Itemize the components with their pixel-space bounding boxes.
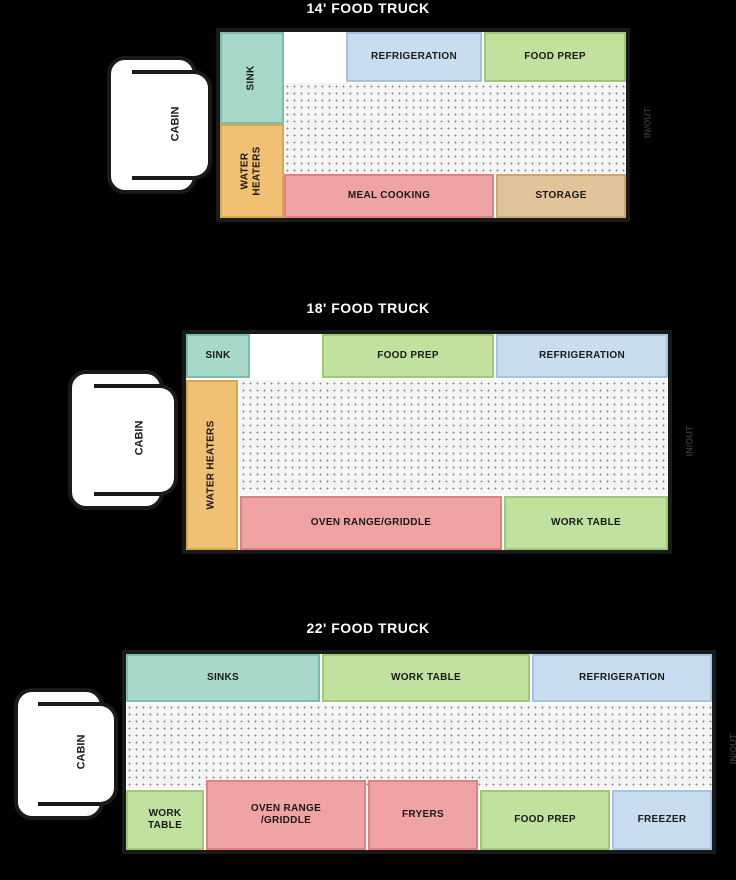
- zone-work-table: WORKTABLE: [126, 790, 204, 850]
- zone-label: REFRIGERATION: [539, 350, 625, 362]
- zone-sink: SINK: [220, 32, 284, 124]
- zone-label: WORK TABLE: [391, 672, 461, 684]
- zone-label: OVEN RANGE/GRIDDLE: [251, 803, 321, 827]
- truck-section-0: 14' FOOD TRUCK CABIN SINK WATERHEATERS REFRI…: [0, 0, 736, 260]
- zone-food-prep: FOOD PREP: [322, 334, 494, 378]
- zone-oven-range-griddle: OVEN RANGE/GRIDDLE: [206, 780, 366, 850]
- zone-water-heaters: WATER HEATERS: [186, 380, 238, 550]
- inout-label: IN/OUT: [642, 108, 652, 139]
- zone-label: SINKS: [207, 672, 239, 684]
- truck-title: 22' FOOD TRUCK: [0, 620, 736, 636]
- truck-section-2: 22' FOOD TRUCK CABIN SINKS WORK TABLE REFRIG…: [0, 620, 736, 880]
- zone-sinks: SINKS: [126, 654, 320, 702]
- inout-label: IN/OUT: [684, 426, 694, 457]
- cabin-label: CABIN: [75, 735, 87, 770]
- zone-label: SINK: [205, 350, 230, 362]
- floor-pattern: [240, 380, 668, 494]
- zone-work-table: WORK TABLE: [322, 654, 530, 702]
- zone-label: REFRIGERATION: [371, 51, 457, 63]
- zone-label: MEAL COOKING: [348, 190, 430, 202]
- zone-refrigeration: REFRIGERATION: [532, 654, 712, 702]
- inout-label: IN/OUT: [728, 734, 736, 765]
- zone-label: FREEZER: [638, 814, 687, 826]
- zone-label: WATER HEATERS: [206, 420, 218, 509]
- zone-label: FRYERS: [402, 809, 444, 821]
- cabin-label: CABIN: [133, 421, 145, 456]
- zone-meal-cooking: MEAL COOKING: [284, 174, 494, 218]
- zone-storage: STORAGE: [496, 174, 626, 218]
- zone-label: WORKTABLE: [148, 808, 182, 832]
- zone-food-prep: FOOD PREP: [484, 32, 626, 82]
- zone-label: STORAGE: [535, 190, 586, 202]
- truck-section-1: 18' FOOD TRUCK CABIN SINK WATER HEATERS FOOD…: [0, 300, 736, 560]
- zone-water-heaters: WATERHEATERS: [220, 124, 284, 218]
- zone-label: FOOD PREP: [377, 350, 439, 362]
- zone-freezer: FREEZER: [612, 790, 712, 850]
- zone-sink: SINK: [186, 334, 250, 378]
- zone-label: OVEN RANGE/GRIDDLE: [311, 517, 431, 529]
- zone-fryers: FRYERS: [368, 780, 478, 850]
- truck-title: 14' FOOD TRUCK: [0, 0, 736, 16]
- zone-food-prep: FOOD PREP: [480, 790, 610, 850]
- cabin-label: CABIN: [169, 107, 181, 142]
- zone-label: FOOD PREP: [514, 814, 576, 826]
- truck-title: 18' FOOD TRUCK: [0, 300, 736, 316]
- zone-oven-range-griddle: OVEN RANGE/GRIDDLE: [240, 496, 502, 550]
- zone-label: REFRIGERATION: [579, 672, 665, 684]
- zone-label: WATERHEATERS: [240, 146, 264, 195]
- floor-pattern: [284, 83, 626, 173]
- zone-label: WORK TABLE: [551, 517, 621, 529]
- floor-pattern: [126, 704, 712, 788]
- zone-refrigeration: REFRIGERATION: [346, 32, 482, 82]
- zone-label: SINK: [246, 65, 258, 90]
- zone-refrigeration: REFRIGERATION: [496, 334, 668, 378]
- zone-work-table: WORK TABLE: [504, 496, 668, 550]
- zone-label: FOOD PREP: [524, 51, 586, 63]
